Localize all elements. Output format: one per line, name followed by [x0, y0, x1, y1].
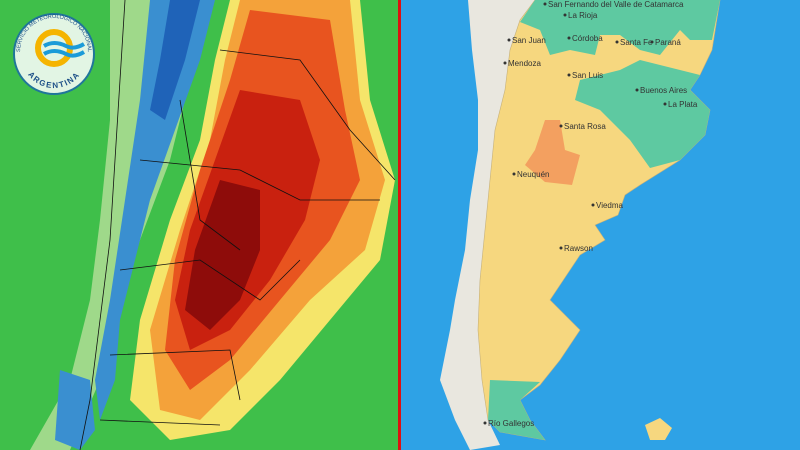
city-dot [559, 246, 563, 250]
city-label: Viedma [596, 201, 624, 210]
border-line [139, 159, 380, 201]
alert-zone-green [575, 60, 710, 168]
city-dot [507, 38, 511, 42]
city-dot [512, 172, 516, 176]
border-line [119, 259, 301, 301]
city-dot [543, 2, 547, 6]
city-dot [567, 36, 571, 40]
temperature-map: SERVICIO METEOROLÓGICO NACIONAL ARGENTIN… [0, 0, 398, 450]
city-dot [483, 421, 487, 425]
city-dot [663, 102, 667, 106]
alert-map: San Fernando del Valle de Catamarca La Ri… [401, 0, 800, 450]
city-label: Paraná [655, 38, 681, 47]
city-label: Mendoza [508, 59, 541, 68]
city-label: Santa Fe [620, 38, 653, 47]
city-label: Río Gallegos [488, 419, 534, 428]
divider [398, 0, 401, 450]
city-label: Neuquén [517, 170, 549, 179]
city-label: San Luis [572, 71, 603, 80]
border-line [79, 0, 126, 450]
city-label: Córdoba [572, 34, 603, 43]
alert-zone-orange [525, 120, 580, 185]
border-line [109, 349, 241, 401]
city-label: Buenos Aires [640, 86, 687, 95]
city-label: La Plata [668, 100, 698, 109]
city-dot [635, 88, 639, 92]
city-dot [591, 203, 595, 207]
border-line [99, 419, 221, 426]
city-label: La Rioja [568, 11, 598, 20]
city-dot [567, 73, 571, 77]
city-label: Rawson [564, 244, 593, 253]
border-line [219, 49, 396, 181]
alert-zone-green [488, 380, 545, 440]
city-label: San Fernando del Valle de Catamarca [548, 0, 684, 9]
islands [645, 418, 672, 440]
city-dot [650, 40, 654, 44]
city-dot [559, 124, 563, 128]
city-dot [503, 61, 507, 65]
city-dot [615, 40, 619, 44]
city-label: San Juan [512, 36, 546, 45]
alert-zone-green [520, 0, 720, 55]
city-label: Santa Rosa [564, 122, 606, 131]
chile-land [440, 0, 535, 450]
border-line [179, 99, 241, 251]
city-dot [563, 13, 567, 17]
logo: SERVICIO METEOROLÓGICO NACIONAL ARGENTIN… [13, 13, 95, 95]
